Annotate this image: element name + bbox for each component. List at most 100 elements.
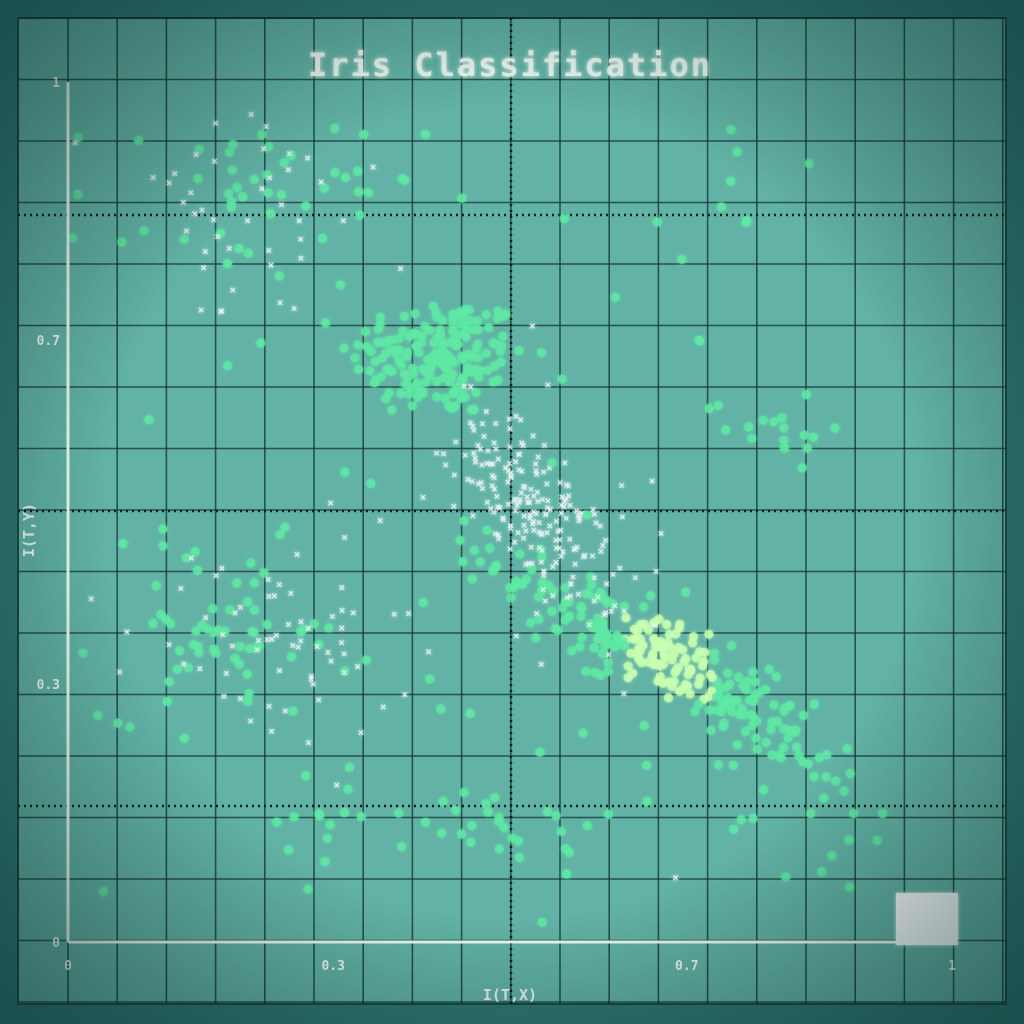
- data-point: [459, 787, 469, 798]
- data-point: [376, 372, 386, 382]
- data-point: [73, 132, 83, 143]
- data-point: [359, 129, 369, 140]
- data-point: [748, 813, 758, 824]
- data-point: [712, 705, 722, 715]
- data-point: [621, 613, 631, 623]
- data-point: [754, 688, 764, 698]
- corner-marker: [896, 893, 958, 945]
- data-point: [339, 343, 349, 353]
- data-point: [475, 557, 485, 567]
- data-point: [641, 760, 652, 770]
- data-point: [877, 808, 888, 819]
- data-point: [507, 833, 517, 843]
- data-point: [355, 210, 365, 220]
- data-point: [741, 217, 751, 227]
- data-point: [697, 661, 708, 671]
- data-point: [194, 648, 204, 658]
- data-point: [582, 510, 592, 520]
- data-point: [515, 549, 525, 559]
- data-point: [534, 614, 544, 624]
- data-point: [744, 422, 754, 432]
- data-point: [330, 167, 340, 178]
- data-point: [527, 565, 537, 575]
- data-point: [845, 768, 855, 779]
- data-point: [495, 346, 505, 357]
- data-point: [437, 315, 447, 325]
- data-point: [249, 578, 260, 588]
- data-point: [413, 392, 423, 402]
- data-point: [772, 716, 782, 727]
- x-axis-label: I(T,X): [483, 986, 537, 1004]
- data-point: [469, 545, 480, 555]
- data-point: [514, 346, 524, 356]
- data-point: [194, 144, 205, 154]
- data-point: [664, 629, 675, 640]
- data-point: [425, 674, 435, 684]
- data-point: [164, 676, 174, 687]
- data-point: [418, 598, 428, 608]
- data-point: [324, 623, 334, 633]
- data-point: [576, 611, 586, 622]
- data-point: [235, 641, 245, 652]
- data-point: [420, 817, 431, 827]
- data-point: [817, 866, 827, 877]
- data-point: [779, 435, 789, 446]
- data-point: [619, 601, 629, 611]
- data-point: [303, 884, 313, 894]
- data-point: [726, 176, 736, 186]
- data-point: [688, 632, 699, 642]
- data-point: [301, 770, 311, 781]
- data-point: [759, 785, 769, 795]
- data-point: [437, 359, 447, 369]
- data-point: [151, 581, 161, 591]
- data-point: [727, 706, 737, 717]
- data-point: [494, 817, 504, 827]
- data-point: [432, 376, 442, 386]
- data-point: [842, 744, 853, 754]
- data-point: [751, 733, 761, 743]
- data-point: [463, 349, 473, 359]
- data-point: [801, 390, 811, 400]
- data-point: [819, 793, 829, 803]
- data-point: [747, 720, 757, 731]
- data-point: [249, 174, 260, 184]
- data-point: [276, 190, 287, 200]
- data-point: [472, 316, 482, 326]
- data-point: [165, 619, 176, 629]
- data-point: [208, 604, 218, 614]
- data-point: [272, 817, 282, 827]
- data-point: [289, 812, 299, 822]
- data-point: [322, 833, 332, 843]
- data-point: [458, 556, 468, 567]
- data-point: [483, 807, 493, 817]
- data-point: [716, 202, 726, 212]
- data-point: [597, 648, 607, 658]
- data-point: [448, 388, 458, 399]
- data-point: [283, 845, 294, 855]
- data-point: [113, 718, 123, 728]
- data-point: [830, 423, 840, 433]
- data-point: [227, 165, 237, 175]
- data-point: [674, 642, 684, 653]
- data-point: [802, 443, 812, 453]
- data-point: [366, 478, 376, 489]
- data-point: [809, 699, 819, 709]
- data-point: [690, 706, 700, 717]
- data-point: [344, 762, 355, 772]
- data-point: [612, 636, 622, 646]
- data-point: [350, 353, 360, 363]
- data-point: [481, 310, 491, 320]
- data-point: [226, 197, 237, 207]
- data-point: [263, 188, 273, 198]
- data-point: [343, 784, 353, 794]
- data-point: [872, 835, 882, 845]
- data-point: [758, 415, 768, 425]
- data-point: [467, 820, 477, 831]
- data-point: [505, 582, 515, 593]
- data-point: [482, 525, 492, 535]
- data-point: [448, 320, 458, 330]
- data-point: [721, 425, 731, 435]
- data-point: [831, 776, 841, 786]
- data-point: [191, 626, 201, 636]
- data-point: [192, 565, 203, 575]
